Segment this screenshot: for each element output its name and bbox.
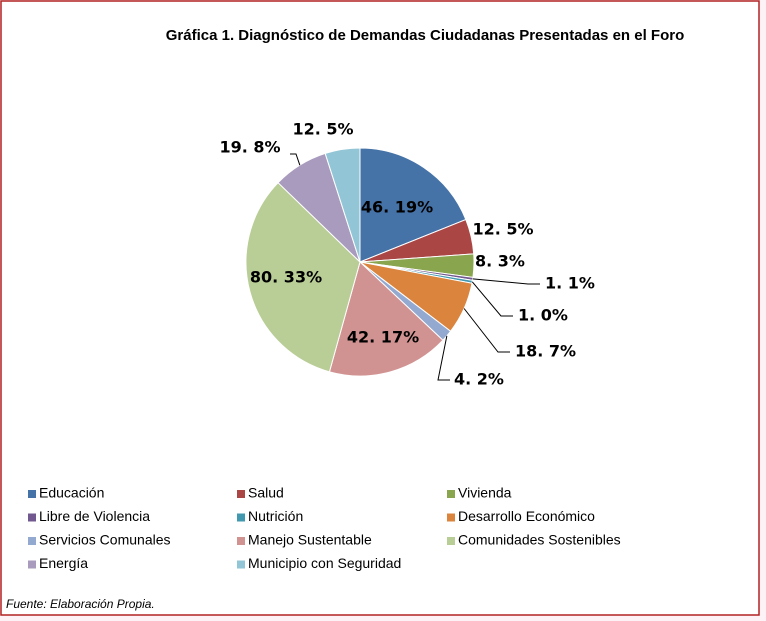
pie-slice	[328, 261, 444, 377]
legend-label: Manejo Sustentable	[248, 532, 372, 548]
chart-title: Gráfica 1. Diagnóstico de Demandas Ciuda…	[166, 27, 685, 44]
leader-line	[290, 153, 301, 166]
data-label: 18. 7%	[515, 342, 576, 361]
data-label: 46. 19%	[361, 198, 433, 217]
legend-swatch	[28, 490, 36, 498]
legend-swatch	[237, 560, 245, 569]
data-label: 12. 5%	[292, 120, 353, 139]
legend-swatch	[447, 490, 455, 498]
pie-slice	[359, 147, 467, 263]
legend-swatch	[447, 537, 455, 545]
legend-swatch	[28, 513, 36, 522]
legend-label: Comunidades Sostenibles	[458, 532, 621, 548]
data-label: 8. 3%	[475, 252, 525, 271]
pie-slice	[324, 147, 361, 263]
leader-line	[437, 335, 450, 381]
legend-label: Salud	[248, 485, 284, 501]
data-label: 80. 33%	[250, 268, 322, 287]
legend-label: Municipio con Seguridad	[248, 555, 401, 571]
leader-line	[463, 308, 510, 353]
legend-label: Vivienda	[458, 485, 512, 501]
legend-label: Servicios Comunales	[39, 532, 171, 548]
legend-label: Educación	[39, 485, 104, 501]
data-label: 1. 1%	[545, 274, 595, 293]
pie-slice	[245, 181, 361, 373]
legend-swatch	[447, 513, 455, 522]
data-label: 1. 0%	[518, 306, 568, 325]
source-note: Fuente: Elaboración Propia.	[6, 597, 155, 611]
data-label: 12. 5%	[472, 220, 533, 239]
data-label: 19. 8%	[219, 138, 280, 157]
legend-label: Nutrición	[248, 508, 303, 524]
data-label: 42. 17%	[347, 328, 419, 347]
legend-swatch	[237, 513, 245, 522]
legend-label: Energía	[39, 555, 88, 571]
legend-swatch	[237, 490, 245, 498]
legend-swatch	[28, 537, 36, 545]
leader-line	[472, 278, 540, 285]
leader-line	[471, 281, 513, 317]
legend-swatch	[28, 560, 36, 569]
legend-swatch	[237, 537, 245, 545]
data-label: 4. 2%	[454, 370, 504, 389]
legend-label: Desarrollo Económico	[458, 508, 595, 524]
legend-label: Libre de Violencia	[39, 508, 150, 524]
